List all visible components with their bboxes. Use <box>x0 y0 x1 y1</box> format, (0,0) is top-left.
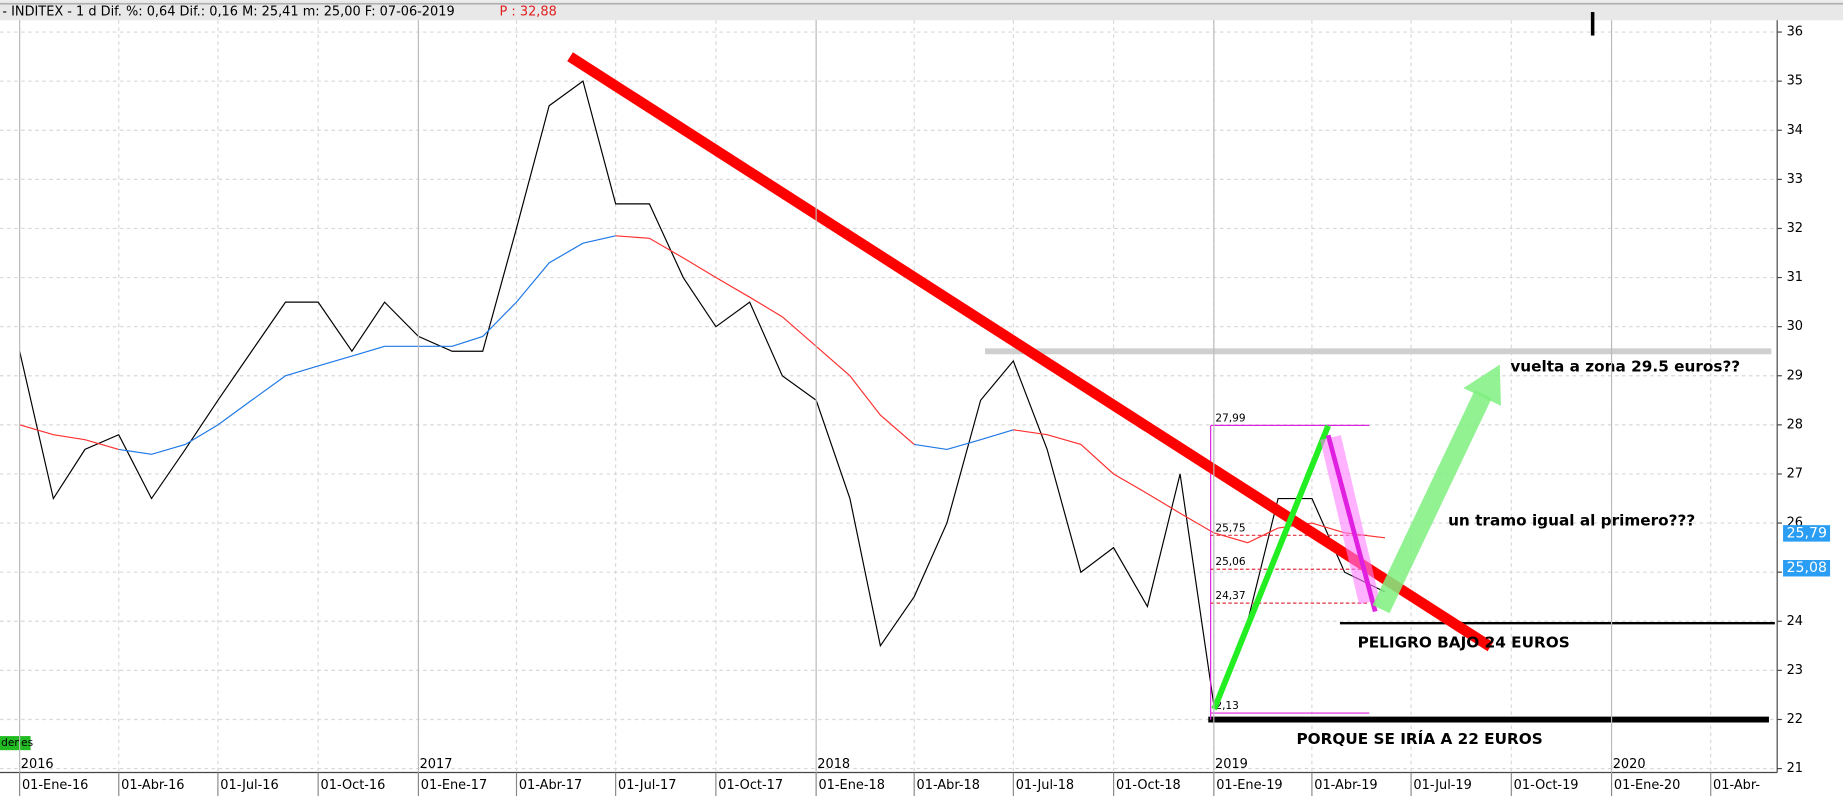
y-tick-label: 29 <box>1787 368 1803 383</box>
x-tick-label: 01-Oct-19 <box>1514 778 1579 793</box>
x-tick-label: 01-Abr-18 <box>917 778 980 793</box>
y-tick-label: 35 <box>1787 74 1803 89</box>
x-tick-label: 01-Jul-17 <box>618 778 676 793</box>
x-tick-label: 01-Abr-16 <box>121 778 184 793</box>
moving-average <box>1013 429 1386 544</box>
annotation: un tramo igual al primero??? <box>1448 511 1695 529</box>
year-label: 2017 <box>420 757 453 772</box>
annotation: PELIGRO BAJO 24 EUROS <box>1358 634 1570 652</box>
y-tick-label: 36 <box>1787 25 1803 40</box>
y-tick-label: 22 <box>1787 712 1803 727</box>
panel-label: denes <box>1 737 33 749</box>
x-tick-label: 01-Abr- <box>1713 778 1760 793</box>
projection-arrow <box>1372 389 1492 614</box>
x-tick-label: 01-Ene-19 <box>1216 778 1282 793</box>
header-bar <box>0 0 1843 21</box>
price-line <box>19 80 1386 707</box>
header-price: P : 32,88 <box>500 5 557 20</box>
x-tick-label: 01-Jul-18 <box>1016 778 1074 793</box>
year-label: 2019 <box>1215 757 1248 772</box>
up-arrow <box>1211 424 1331 711</box>
projection-arrowhead <box>1463 364 1501 406</box>
panel-tab[interactable] <box>0 736 31 751</box>
y-tick-label: 21 <box>1787 761 1803 776</box>
fib-label: 2,13 <box>1215 700 1239 712</box>
y-tick-label: 30 <box>1787 319 1803 334</box>
y-tick-label: 28 <box>1787 417 1803 432</box>
price-tag-label: 25,79 <box>1787 525 1827 541</box>
y-tick-label: 31 <box>1787 270 1803 285</box>
y-tick-label: 27 <box>1787 466 1803 481</box>
annotation: PORQUE SE IRÍA A 22 EUROS <box>1296 729 1542 748</box>
year-label: 2020 <box>1613 757 1646 772</box>
header-text: - INDITEX - 1 d Dif. %: 0,64 Dif.: 0,16 … <box>2 5 454 20</box>
x-tick-label: 01-Ene-18 <box>818 778 884 793</box>
x-tick-label: 01-Oct-16 <box>321 778 386 793</box>
x-tick-label: 01-Jul-19 <box>1413 778 1471 793</box>
price-tag <box>1783 560 1831 577</box>
x-tick-label: 01-Oct-17 <box>718 778 783 793</box>
moving-average <box>914 429 1014 450</box>
x-tick-label: 01-Jul-16 <box>220 778 278 793</box>
x-tick-label: 01-Oct-18 <box>1116 778 1181 793</box>
moving-average <box>118 235 616 455</box>
trend-line <box>567 52 1494 652</box>
year-label: 2016 <box>21 757 54 772</box>
x-tick-label: 01-Abr-19 <box>1314 778 1377 793</box>
y-tick-label: 24 <box>1787 614 1803 629</box>
plot <box>19 80 1386 707</box>
fib-levels: 27,99 25,75 25,06 24,37 2,13 <box>1210 412 1370 714</box>
axes: 2122232425262728293031323334353601-Ene-1… <box>19 20 1831 797</box>
y-tick-label: 34 <box>1787 123 1803 138</box>
x-tick-label: 01-Ene-17 <box>421 778 487 793</box>
x-tick-label: 01-Ene-20 <box>1614 778 1680 793</box>
price-tag-label: 25,08 <box>1787 560 1827 576</box>
moving-average <box>615 235 915 445</box>
moving-average <box>19 424 119 450</box>
x-tick-label: 01-Ene-16 <box>22 778 88 793</box>
annotation: vuelta a zona 29.5 euros?? <box>1510 358 1740 376</box>
y-tick-label: 33 <box>1787 172 1803 187</box>
year-label: 2018 <box>817 757 850 772</box>
x-tick-label: 01-Abr-17 <box>519 778 582 793</box>
fib-label: 27,99 <box>1215 412 1245 424</box>
fib-label: 24,37 <box>1215 590 1245 602</box>
down-arrow <box>1325 434 1378 613</box>
fib-label: 25,75 <box>1215 522 1245 534</box>
fib-label: 25,06 <box>1215 556 1246 568</box>
y-tick-label: 32 <box>1787 221 1803 236</box>
y-tick-label: 23 <box>1787 663 1803 678</box>
price-tag <box>1783 525 1831 542</box>
